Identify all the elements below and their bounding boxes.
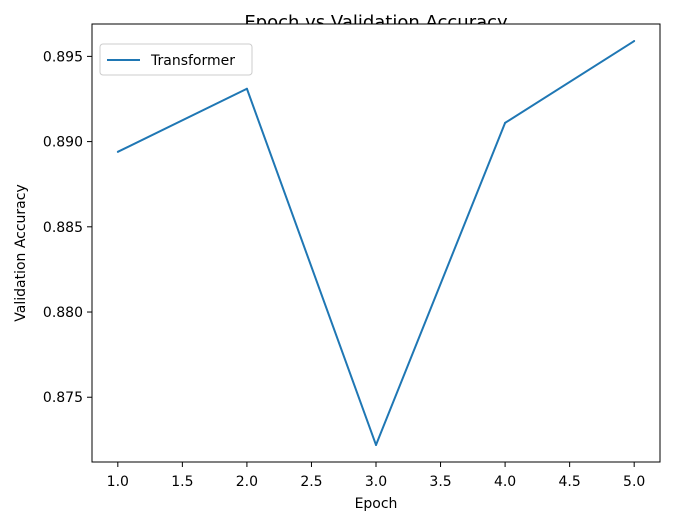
y-tick-label: 0.885 bbox=[43, 220, 83, 236]
x-tick-label: 5.0 bbox=[623, 474, 645, 490]
data-point bbox=[375, 443, 377, 446]
x-axis-ticks: 1.0 1.5 2.0 2.5 3.0 3.5 4.0 4.5 5.0 bbox=[107, 462, 645, 490]
x-tick-label: 4.0 bbox=[494, 474, 516, 490]
y-axis-label: Validation Accuracy bbox=[13, 184, 29, 322]
x-tick-label: 2.5 bbox=[300, 474, 322, 490]
x-tick-label: 4.5 bbox=[559, 474, 581, 490]
legend-label: Transformer bbox=[150, 53, 235, 69]
data-point bbox=[116, 150, 119, 153]
x-tick-label: 1.5 bbox=[171, 474, 193, 490]
y-tick-label: 0.890 bbox=[43, 135, 83, 151]
y-tick-label: 0.875 bbox=[43, 390, 83, 406]
x-tick-label: 3.5 bbox=[429, 474, 451, 490]
x-tick-label: 3.0 bbox=[365, 474, 387, 490]
series-layer bbox=[116, 40, 636, 446]
x-tick-label: 2.0 bbox=[236, 474, 258, 490]
data-point bbox=[633, 40, 636, 43]
data-point bbox=[504, 121, 507, 124]
axes-frame bbox=[91, 23, 661, 463]
y-axis-ticks: 0.875 0.880 0.885 0.890 0.895 bbox=[43, 49, 92, 406]
x-tick-label: 1.0 bbox=[107, 474, 129, 490]
y-tick-label: 0.895 bbox=[43, 49, 83, 65]
x-axis-label: Epoch bbox=[355, 496, 398, 512]
plot-area: 1.0 1.5 2.0 2.5 3.0 3.5 4.0 4.5 5.0 0.8750.8800.… bbox=[43, 23, 661, 490]
legend-box bbox=[99, 43, 253, 76]
data-point bbox=[245, 87, 248, 90]
legend: Transformer bbox=[99, 43, 253, 76]
y-tick-label: 0.880 bbox=[43, 305, 83, 321]
